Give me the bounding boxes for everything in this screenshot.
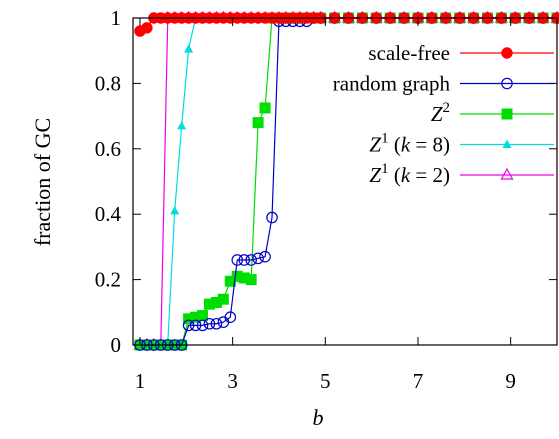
data-point <box>259 102 271 114</box>
data-point <box>224 275 236 287</box>
legend-marker <box>502 139 512 148</box>
legend-marker <box>501 77 513 90</box>
y-axis-label: fraction of GC <box>30 118 55 246</box>
legend-label: scale-free <box>368 41 450 65</box>
x-axis-label: b <box>313 405 324 430</box>
data-point <box>210 317 223 330</box>
plot-frame <box>132 17 558 346</box>
y-tick-label: 0.4 <box>95 202 122 226</box>
data-point <box>189 319 202 332</box>
data-point <box>210 296 222 308</box>
legend-label: Z1 (k = 2) <box>369 161 450 187</box>
data-point <box>245 254 257 266</box>
data-point <box>170 205 180 215</box>
y-tick-label: 0.6 <box>95 137 121 161</box>
data-point <box>245 274 257 286</box>
legend-label: Z2 <box>431 100 450 126</box>
legend-item-4: Z1 (k = 2) <box>369 161 554 187</box>
legend-item-3: Z1 (k = 8) <box>369 131 554 157</box>
data-point <box>177 120 187 130</box>
data-point <box>182 319 195 332</box>
y-tick-label: 1 <box>111 6 122 30</box>
data-point <box>217 293 229 305</box>
legend-marker <box>501 47 513 59</box>
data-point <box>190 311 202 323</box>
legend-marker <box>500 167 514 180</box>
data-point <box>231 254 244 266</box>
legend-item-2: Z2 <box>431 100 554 126</box>
x-tick-label: 5 <box>320 369 331 393</box>
data-point <box>252 252 264 265</box>
data-point <box>203 317 216 330</box>
data-point <box>238 254 251 266</box>
data-point <box>238 272 250 284</box>
data-point <box>231 270 243 282</box>
legend-marker <box>501 108 513 120</box>
data-point <box>141 22 153 34</box>
legend-label: Z1 (k = 8) <box>369 131 450 157</box>
y-tick-label: 0.8 <box>95 71 121 95</box>
legend: scale-free random graph Z2 Z1 (k = 8) Z1 (k … <box>333 41 554 187</box>
legend-label: random graph <box>333 72 451 96</box>
data-point <box>224 311 237 324</box>
x-tick-label: 9 <box>505 369 516 393</box>
x-tick-label: 7 <box>413 369 424 393</box>
data-point <box>184 44 194 53</box>
y-tick-label: 0.2 <box>95 268 121 292</box>
data-point <box>197 310 209 322</box>
data-point <box>183 313 195 325</box>
axes-layer: 1 3 5 7 9 0 0.2 0.4 0.6 0.8 1 <box>95 6 558 393</box>
data-point <box>259 250 271 263</box>
x-tick-label: 1 <box>135 369 146 393</box>
data-point <box>196 319 209 332</box>
data-point <box>203 298 215 310</box>
y-tick-label: 0 <box>111 333 122 357</box>
data-point <box>252 117 264 129</box>
legend-item-1: random graph <box>333 72 554 96</box>
legend-item-0: scale-free <box>368 41 554 65</box>
x-tick-label: 3 <box>227 369 238 393</box>
data-point <box>266 211 278 224</box>
